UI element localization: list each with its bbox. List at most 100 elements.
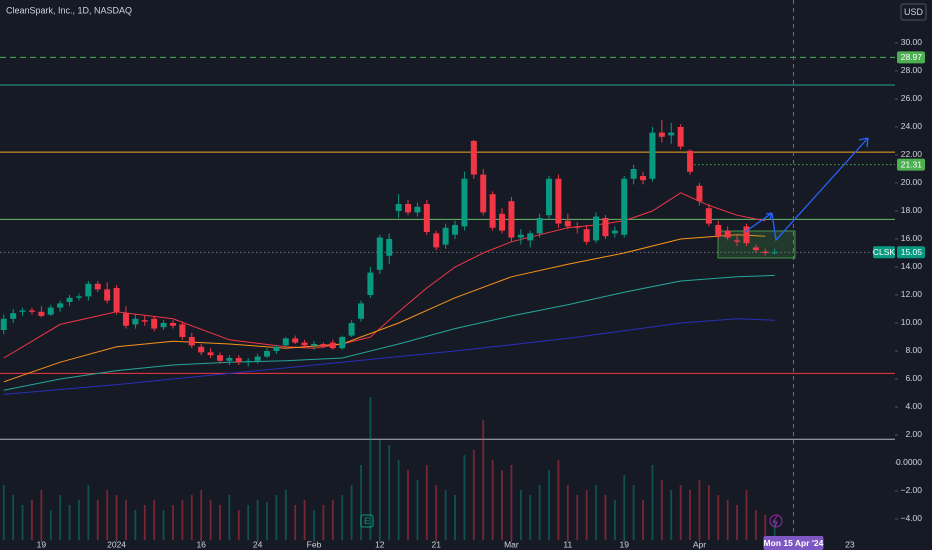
volume-bar <box>247 505 250 540</box>
y-tick-label: 12.00 <box>901 289 923 299</box>
y-tick-label: 8.00 <box>905 345 922 355</box>
volume-bar <box>21 505 24 540</box>
event-marker[interactable] <box>769 514 783 528</box>
volume-bar <box>190 495 193 540</box>
moving-average <box>3 318 775 395</box>
volume-bar <box>773 520 776 540</box>
volume-bar <box>369 397 372 540</box>
earnings-marker[interactable] <box>360 514 374 528</box>
volume-bar <box>454 495 456 540</box>
candle-body <box>19 310 26 312</box>
y-tick-label: 20.00 <box>901 177 923 187</box>
moving-average <box>3 192 766 359</box>
candle-body <box>405 203 412 213</box>
candle-body <box>555 178 562 224</box>
x-tick-label: 2024 <box>107 539 126 549</box>
volume-bar <box>707 485 710 540</box>
candle-body <box>658 132 665 137</box>
volume-bar <box>397 460 400 540</box>
candle-body <box>574 226 581 228</box>
candle-body <box>160 322 167 328</box>
candle-body <box>705 208 712 224</box>
symbol-tag-label: CLSK <box>873 247 896 257</box>
candle-body <box>132 318 139 325</box>
ma-layer <box>3 192 775 395</box>
candle-body <box>677 126 684 147</box>
candle-body <box>10 313 17 319</box>
candle-body <box>668 132 675 136</box>
candle-body <box>395 203 402 211</box>
volume-bar <box>407 470 409 540</box>
y-tick-label: 6.00 <box>905 373 922 383</box>
range-box <box>717 230 796 259</box>
candle-body <box>301 342 308 346</box>
volume-bar <box>585 490 588 540</box>
x-tick-label: 21 <box>431 539 441 549</box>
candle-body <box>245 360 252 363</box>
volume-bar <box>341 495 344 540</box>
volume-bar <box>12 495 15 540</box>
candle-body <box>640 175 647 181</box>
candle-body <box>433 233 440 248</box>
volume-bar <box>49 510 52 540</box>
volume-bar <box>632 485 635 540</box>
candle-body <box>94 283 101 290</box>
currency-box[interactable] <box>900 3 927 21</box>
candle-body <box>122 313 129 326</box>
candle-body <box>85 283 92 297</box>
earnings-icon[interactable]: E <box>364 516 370 526</box>
candle-body <box>179 324 186 337</box>
candle-body <box>508 201 515 238</box>
y-tick-label: 18.00 <box>901 205 923 215</box>
volume-bar <box>557 460 560 540</box>
volume-bar <box>284 490 287 540</box>
volume-bar <box>153 500 156 540</box>
candle-body <box>216 355 223 361</box>
volume-bar <box>228 495 231 540</box>
candle-body <box>452 224 459 235</box>
candles-layer <box>0 119 778 367</box>
y-tick-label: 26.00 <box>901 93 923 103</box>
candle-body <box>358 303 365 319</box>
volume-bar <box>209 500 212 540</box>
volume-bar <box>416 480 419 540</box>
y-tick-label: 14.00 <box>901 261 923 271</box>
volume-bar <box>623 475 626 540</box>
candle-body <box>649 132 656 179</box>
candle-body <box>546 178 553 216</box>
candle-body <box>273 346 280 351</box>
candle-body <box>113 287 120 312</box>
volume-bar <box>482 420 485 540</box>
candle-body <box>461 178 468 227</box>
volume-bar <box>219 505 221 540</box>
candle-body <box>207 352 214 356</box>
chart-title: CleanSpark, Inc., 1D, NASDAQ <box>6 5 132 15</box>
volume-bar <box>510 465 513 540</box>
volume-bar <box>435 485 438 540</box>
candle-body <box>235 357 242 363</box>
volume-bar <box>134 510 137 540</box>
currency[interactable]: USD <box>904 7 924 17</box>
last-price-label: 15.05 <box>901 247 923 257</box>
candle-body <box>517 234 524 238</box>
volume-bar <box>266 502 268 540</box>
volume-bar <box>548 470 550 540</box>
volume-bar <box>566 485 569 540</box>
candle-body <box>489 194 496 228</box>
candle-body <box>527 233 534 241</box>
candle-body <box>771 252 778 254</box>
y-tick-label: 28.00 <box>901 65 923 75</box>
candle-body <box>734 240 741 242</box>
volume-bar <box>698 480 701 540</box>
y-tick-label: 4.00 <box>905 401 922 411</box>
volume-bar <box>125 500 127 540</box>
y-tick-label: 22.00 <box>901 149 923 159</box>
volume-bar <box>529 495 532 540</box>
x-tick-label: Mar <box>504 539 519 549</box>
volume-bar <box>2 485 5 540</box>
volume-bar <box>501 470 503 540</box>
symbol-tag <box>873 246 895 259</box>
